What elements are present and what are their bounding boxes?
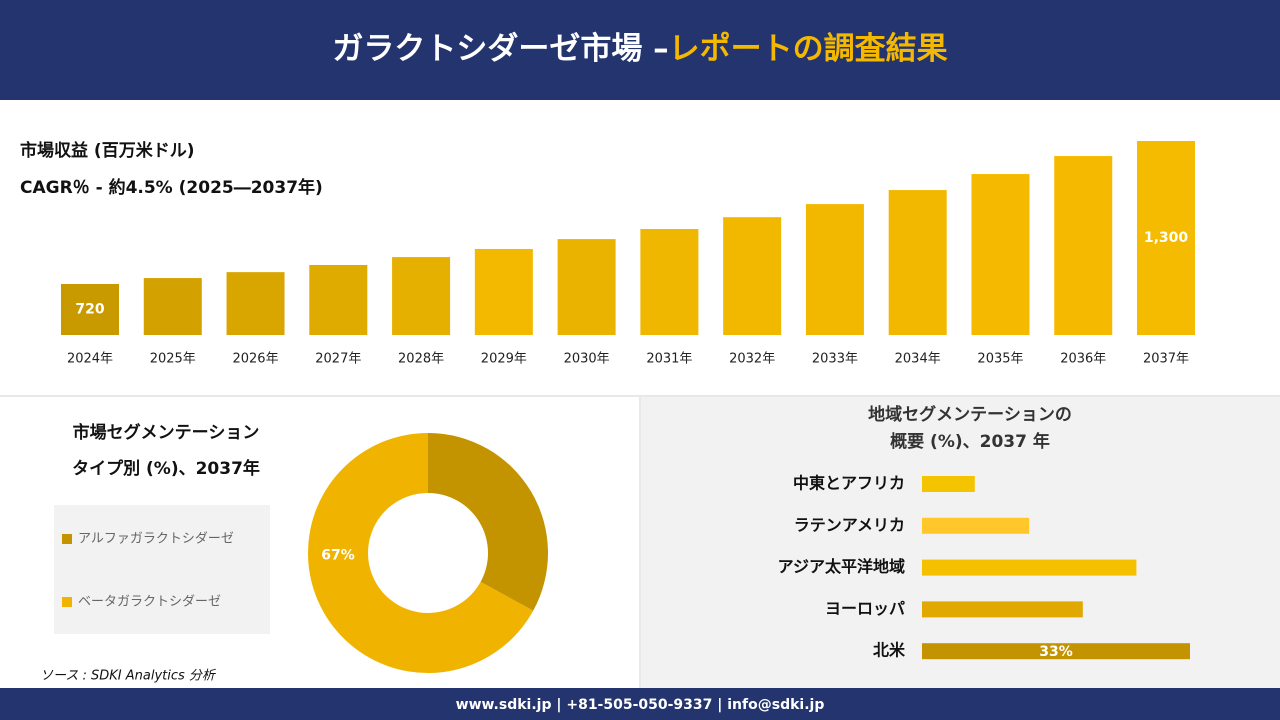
bar: [61, 283, 119, 335]
chart-title: 概要 (%)、2037 年: [890, 431, 1050, 452]
legend-box: [54, 505, 270, 634]
data-label: 720: [75, 301, 104, 317]
header-bar: [0, 0, 1280, 100]
bar: [474, 248, 533, 335]
chart-subtitle: 市場収益 (百万米ドル): [20, 140, 194, 161]
legend-label: ベータガラクトシダーゼ: [78, 595, 221, 610]
bar: [922, 559, 1137, 576]
x-tick-label: 2024年: [67, 352, 113, 367]
title-part2: レポートの調査結果: [669, 31, 948, 67]
footer-bar: [0, 688, 1280, 720]
x-tick-label: 2033年: [812, 352, 858, 367]
bar: [640, 229, 699, 335]
header-title: ガラクトシダーゼ市場 –レポートの調査結果: [332, 31, 947, 67]
data-label: 33%: [1039, 644, 1073, 660]
bar: [922, 476, 975, 492]
x-tick-label: 2037年: [1143, 352, 1189, 367]
title-part1: ガラクトシダーゼ市場 –: [332, 31, 668, 67]
legend-marker: [62, 597, 72, 607]
chart-title: タイプ別 (%)、2037年: [72, 458, 260, 479]
x-tick-label: 2025年: [150, 352, 196, 367]
y-tick-label: ラテンアメリカ: [794, 515, 905, 534]
x-tick-label: 2035年: [977, 352, 1023, 367]
bar: [392, 257, 451, 335]
y-tick-label: 中東とアフリカ: [793, 474, 905, 493]
x-tick-label: 2027年: [315, 352, 361, 367]
bar: [1137, 141, 1196, 335]
bar: [888, 190, 947, 335]
bar: [922, 517, 1030, 534]
bar: [226, 272, 285, 335]
source-note: ソース : SDKI Analytics 分析: [40, 669, 217, 684]
cagr-note: CAGR％ - 約4.5% (2025―2037年): [20, 177, 323, 198]
x-tick-label: 2030年: [564, 352, 610, 367]
x-tick-label: 2028年: [398, 352, 444, 367]
bar: [723, 217, 782, 335]
footer-contact: www.sdki.jp | +81-505-050-9337 | info@sd…: [456, 697, 825, 713]
x-tick-label: 2036年: [1060, 352, 1106, 367]
bar: [805, 204, 864, 335]
x-tick-label: 2032年: [729, 352, 775, 367]
x-tick-label: 2034年: [895, 352, 941, 367]
y-tick-label: アジア太平洋地域: [778, 557, 905, 576]
x-tick-label: 2031年: [646, 352, 692, 367]
bar: [557, 239, 616, 335]
donut-segment: [308, 433, 534, 673]
chart-title: 市場セグメンテーション: [73, 422, 260, 443]
x-tick-label: 2026年: [232, 352, 278, 367]
bar: [922, 601, 1083, 618]
data-label: 1,300: [1144, 230, 1189, 246]
bar: [143, 278, 202, 335]
legend-label: アルファガラクトシダーゼ: [78, 532, 234, 547]
y-tick-label: 北米: [873, 641, 906, 660]
chart-title: 地域セグメンテーションの: [868, 404, 1072, 425]
right-panel: [641, 397, 1280, 688]
bar: [309, 264, 368, 335]
bar: [971, 174, 1030, 335]
donut-segment: [428, 433, 548, 611]
bar: [922, 643, 1190, 660]
x-tick-label: 2029年: [481, 352, 527, 367]
data-label: 67%: [321, 548, 355, 564]
bar: [1054, 156, 1113, 335]
y-tick-label: ヨーロッパ: [825, 599, 905, 618]
legend-marker: [62, 534, 72, 544]
